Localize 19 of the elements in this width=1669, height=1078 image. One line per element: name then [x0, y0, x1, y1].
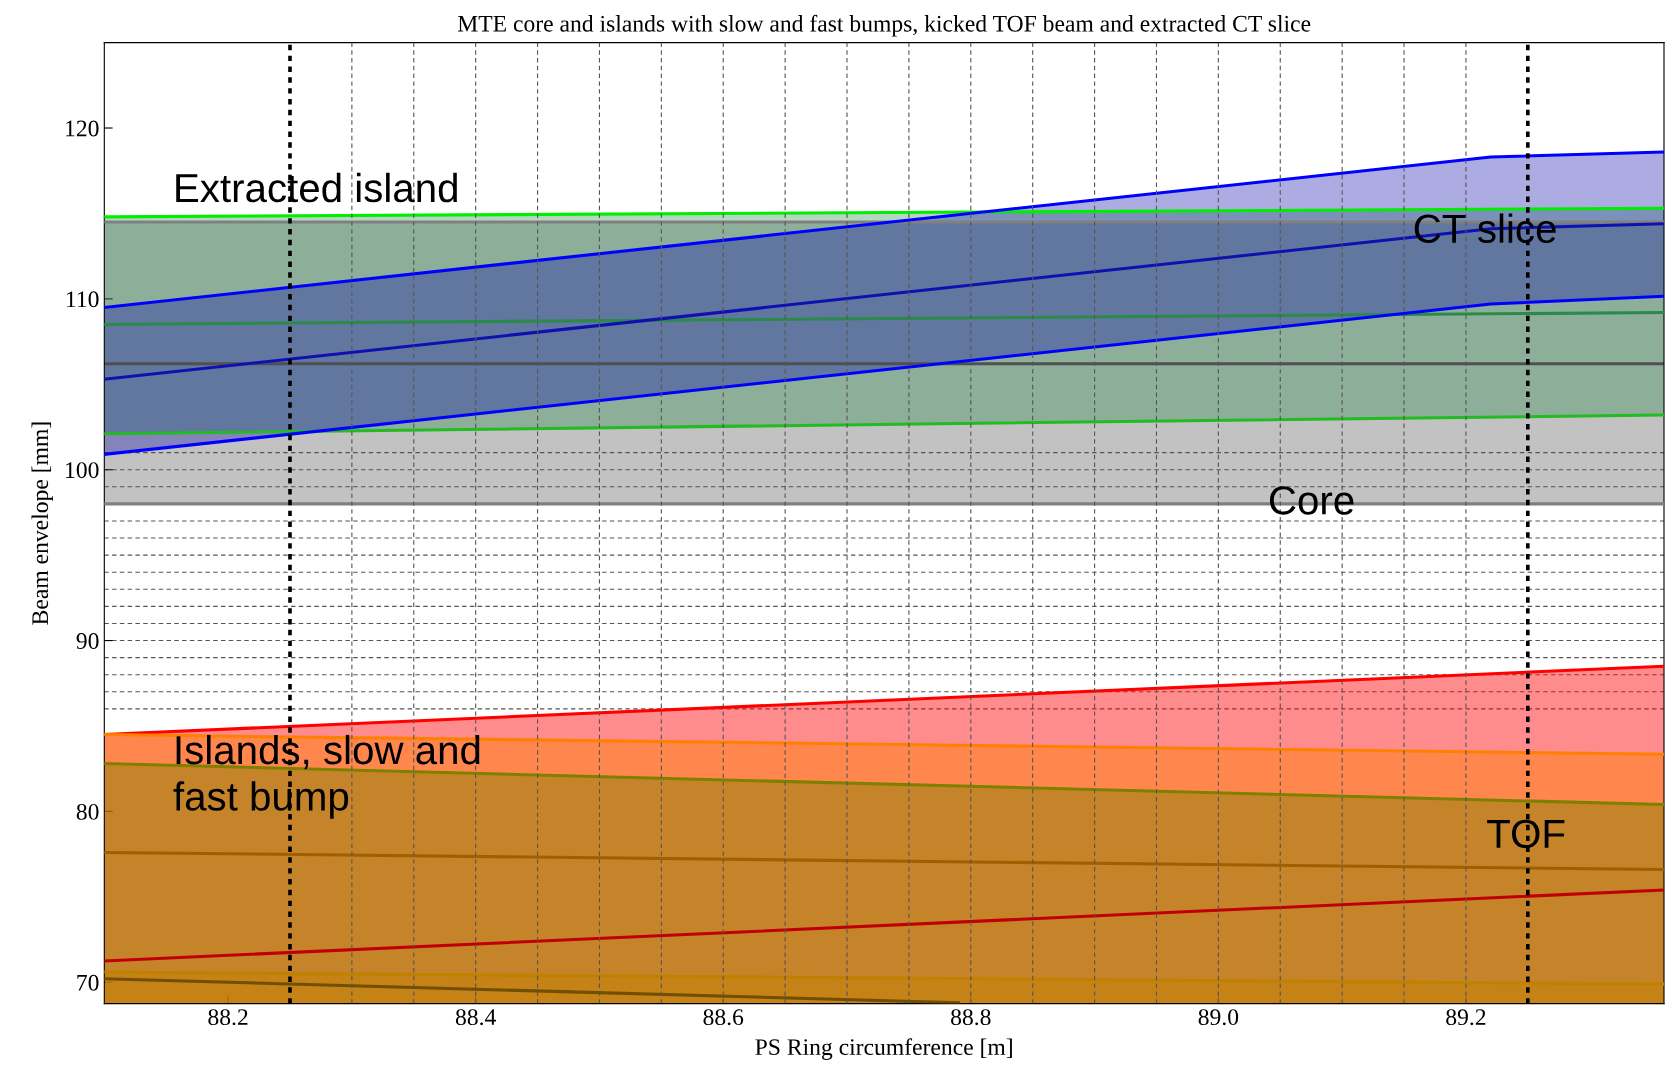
x-tick-label: 88.4 [455, 1009, 496, 1026]
x-tick-label: 88.6 [703, 1009, 744, 1026]
y-tick-label: 100 [66, 462, 99, 479]
annotation: Extracted island [176, 172, 457, 203]
annotation: Islands, slow and fast bump [173, 734, 480, 819]
annotation: Core [1269, 486, 1354, 515]
x-tick-label: 88.2 [208, 1009, 248, 1026]
annotation: TOF [1487, 819, 1565, 849]
y-tick-label: 110 [67, 291, 99, 308]
y-tick-label: 80 [76, 803, 99, 820]
y-axis-title: Beam envelope [mm] [31, 422, 53, 625]
y-tick-label: 70 [77, 974, 99, 991]
chart-title: MTE core and islands with slow and fast bumps, kicked TOF beam and extracted CT slice [457, 14, 1311, 37]
x-tick-label: 89.0 [1198, 1009, 1239, 1026]
x-tick-label: 89.2 [1446, 1009, 1486, 1026]
y-tick-label: 120 [66, 120, 99, 137]
x-tick-label: 88.8 [951, 1009, 991, 1026]
x-axis-title: PS Ring circumference [m] [755, 1038, 1012, 1060]
y-tick-label: 90 [76, 633, 99, 649]
